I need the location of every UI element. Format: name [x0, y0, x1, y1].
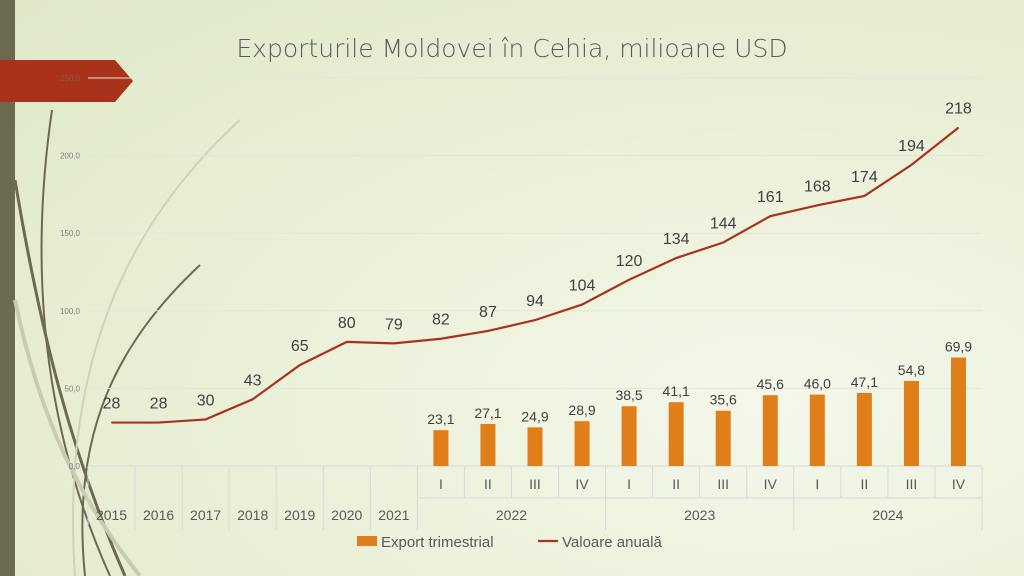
bar	[950, 357, 966, 466]
bar-data-label: 28,9	[568, 402, 595, 418]
x-tick-label: 2020	[331, 507, 362, 523]
bar	[668, 402, 684, 466]
bar	[903, 380, 919, 466]
line-point	[440, 338, 442, 340]
x-tick-label: 2016	[143, 507, 174, 523]
bar	[715, 410, 731, 466]
line-point	[393, 342, 395, 344]
line-data-label: 82	[432, 312, 450, 329]
bar-data-label: 24,9	[521, 408, 548, 424]
x-group-label: 2024	[872, 507, 903, 523]
curve-decoration	[13, 109, 241, 576]
legend-label: Valoare anuală	[562, 534, 662, 551]
line-point	[910, 164, 912, 166]
x-tick-label: III	[529, 476, 541, 492]
line-point	[158, 422, 160, 424]
line-point	[816, 204, 818, 206]
line-data-label: 174	[851, 169, 878, 186]
line-data-label: 194	[898, 138, 925, 155]
line-point	[581, 304, 583, 306]
bar	[433, 430, 449, 466]
line-point	[252, 398, 254, 400]
line-data-label: 30	[197, 392, 215, 409]
line-data-label: 134	[663, 231, 690, 248]
x-group-label: 2023	[684, 507, 715, 523]
line-data-label: 120	[616, 253, 643, 270]
line-point	[675, 257, 677, 259]
line-data-label: 94	[526, 293, 544, 310]
line-point	[346, 341, 348, 343]
bar	[574, 421, 590, 466]
bar	[480, 423, 496, 466]
y-tick-label: 150,0	[60, 229, 81, 238]
bar	[621, 406, 637, 466]
bar	[856, 392, 872, 466]
bar-data-label: 47,1	[851, 374, 878, 390]
line-data-label: 65	[291, 338, 309, 355]
bar-data-label: 23,1	[427, 411, 454, 427]
line-data-label: 218	[945, 101, 972, 118]
line-data-label: 168	[804, 178, 831, 195]
line-series	[111, 126, 960, 424]
bar-data-label: 69,9	[945, 339, 972, 355]
x-tick-label: I	[439, 476, 443, 492]
x-tick-label: IV	[764, 476, 778, 492]
line-data-label: 43	[244, 372, 262, 389]
line-point	[111, 422, 113, 424]
y-tick-label: 50,0	[64, 384, 80, 393]
x-tick-label: 2017	[190, 507, 221, 523]
x-tick-label: I	[815, 476, 819, 492]
legend-label: Export trimestrial	[381, 534, 494, 551]
bar-data-label: 27,1	[474, 405, 501, 421]
line-point	[205, 418, 207, 420]
chart-title: Exporturile Moldovei în Cehia, milioane …	[236, 34, 788, 63]
line-point	[487, 330, 489, 332]
x-tick-label: III	[906, 476, 918, 492]
line-point	[299, 364, 301, 366]
y-tick-label: 200,0	[60, 152, 81, 161]
line-point	[628, 279, 630, 281]
bar-data-label: 35,6	[710, 392, 737, 408]
bar-data-label: 38,5	[615, 387, 642, 403]
y-tick-label: 0,0	[69, 462, 81, 471]
x-tick-label: I	[627, 476, 631, 492]
x-tick-label: II	[672, 476, 680, 492]
x-tick-label: 2015	[96, 507, 127, 523]
x-tick-label: 2018	[237, 507, 268, 523]
line-point	[957, 127, 959, 129]
y-tick-label: 250,0	[60, 74, 81, 83]
x-tick-label: 2019	[284, 507, 315, 523]
line-point	[534, 319, 536, 321]
line-data-label: 28	[150, 396, 168, 413]
line-data-label: 87	[479, 304, 497, 321]
x-tick-label: IV	[575, 476, 589, 492]
bar-data-label: 45,6	[757, 376, 784, 392]
bar	[809, 394, 825, 466]
bar-data-label: 54,8	[898, 362, 925, 378]
bar	[527, 427, 543, 466]
left-bar-decoration	[0, 0, 15, 576]
line-data-label: 79	[385, 316, 403, 333]
line-data-label: 161	[757, 189, 784, 206]
y-tick-label: 100,0	[60, 307, 81, 316]
line-data-label: 104	[569, 278, 596, 295]
bar-data-label: 41,1	[663, 383, 690, 399]
x-tick-label: IV	[952, 476, 966, 492]
bar	[762, 395, 778, 466]
line-data-label: 28	[103, 396, 121, 413]
x-tick-label: 2021	[378, 507, 409, 523]
bar-data-label: 46,0	[804, 376, 831, 392]
line-data-label: 144	[710, 216, 737, 233]
pennant-decoration	[0, 60, 133, 102]
line-point	[722, 242, 724, 244]
x-tick-label: III	[717, 476, 729, 492]
line-data-label: 80	[338, 315, 356, 332]
line-point	[863, 195, 865, 197]
x-tick-label: II	[860, 476, 868, 492]
line-point	[769, 215, 771, 217]
x-tick-label: II	[484, 476, 492, 492]
legend-bar-swatch	[357, 536, 377, 546]
x-group-label: 2022	[496, 507, 527, 523]
